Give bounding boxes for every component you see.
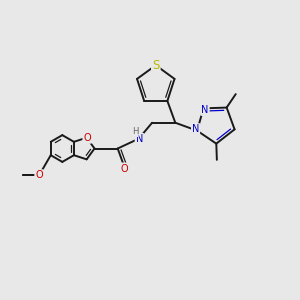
Text: O: O (83, 133, 91, 143)
Text: S: S (152, 59, 160, 72)
Text: O: O (35, 170, 43, 180)
Text: N: N (136, 134, 143, 144)
Text: N: N (201, 105, 208, 115)
Text: O: O (35, 170, 43, 180)
Text: H: H (132, 128, 138, 136)
Text: O: O (83, 133, 91, 143)
Text: H: H (132, 128, 138, 136)
Text: N: N (192, 124, 199, 134)
Text: O: O (121, 164, 128, 173)
Text: N: N (136, 134, 143, 144)
Text: O: O (121, 164, 128, 173)
Text: N: N (201, 105, 208, 115)
Text: S: S (152, 59, 160, 72)
Text: N: N (192, 124, 199, 134)
